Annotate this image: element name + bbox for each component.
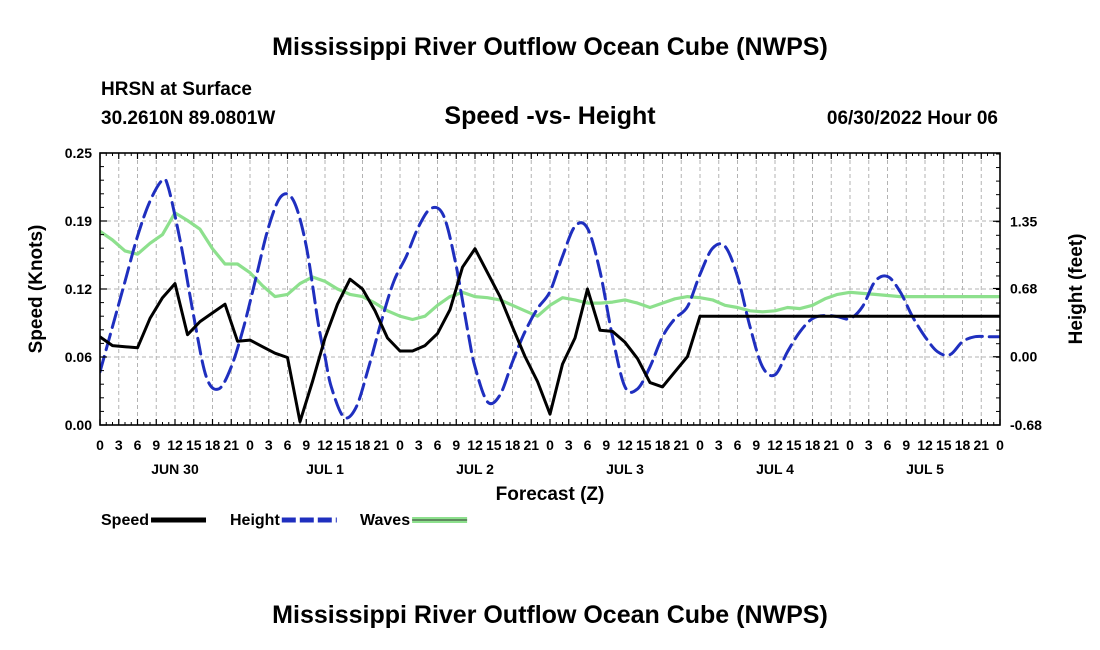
x-tick-label: 15 <box>936 437 952 453</box>
series-waves-line <box>100 211 1000 322</box>
y-left-tick-label: 0.00 <box>65 417 92 433</box>
x-tick-label: 6 <box>134 437 142 453</box>
day-label: JUL 1 <box>306 461 344 477</box>
x-tick-label: 0 <box>396 437 404 453</box>
x-tick-label: 12 <box>467 437 483 453</box>
x-tick-label: 12 <box>617 437 633 453</box>
legend-label-waves: Waves <box>360 512 410 529</box>
y-axis-left-label: Speed (Knots) <box>26 225 47 354</box>
x-tick-label: 3 <box>565 437 573 453</box>
x-tick-label: 15 <box>786 437 802 453</box>
x-tick-label: 6 <box>584 437 592 453</box>
series-layer <box>100 177 1000 424</box>
legend-label-height: Height <box>230 512 280 529</box>
x-tick-label: 18 <box>505 437 521 453</box>
y-left-tick-label: 0.06 <box>65 349 92 365</box>
forecast-datetime: 06/30/2022 Hour 06 <box>827 108 998 129</box>
series-speed-line <box>100 247 1000 424</box>
x-tick-label: 9 <box>152 437 160 453</box>
x-tick-label: 21 <box>223 437 239 453</box>
x-tick-label: 21 <box>973 437 989 453</box>
x-tick-label: 0 <box>696 437 704 453</box>
x-tick-label: 12 <box>317 437 333 453</box>
footer-title: Mississippi River Outflow Ocean Cube (NW… <box>272 601 828 629</box>
y-right-tick-label: 1.35 <box>1010 213 1037 229</box>
x-tick-label: 15 <box>636 437 652 453</box>
x-tick-label: 18 <box>655 437 671 453</box>
y-left-tick-label: 0.25 <box>65 145 92 161</box>
x-tick-label: 15 <box>486 437 502 453</box>
axis-ticks: 0 3 6 9 12 15 18 21 0 3 6 9 12 15 18 21 0 3 6 9 12 15 18 21 0 3 6 9… <box>65 145 1042 477</box>
x-tick-label: 3 <box>115 437 123 453</box>
x-tick-label: 0 <box>546 437 554 453</box>
x-tick-label: 12 <box>767 437 783 453</box>
x-tick-label: 9 <box>452 437 460 453</box>
location-name: HRSN at Surface <box>101 79 252 100</box>
legend: Speed Height Waves <box>101 512 468 529</box>
x-tick-label: 0 <box>846 437 854 453</box>
x-tick-label: 15 <box>186 437 202 453</box>
chart-title: Mississippi River Outflow Ocean Cube (NW… <box>272 33 828 61</box>
x-tick-label: 21 <box>673 437 689 453</box>
x-tick-label: 3 <box>265 437 273 453</box>
x-tick-label: 9 <box>902 437 910 453</box>
x-tick-label: 12 <box>917 437 933 453</box>
x-tick-label: 18 <box>955 437 971 453</box>
day-label: JUL 4 <box>756 461 794 477</box>
x-tick-label: 3 <box>415 437 423 453</box>
y-right-tick-label: -0.68 <box>1010 417 1042 433</box>
x-tick-label: 15 <box>336 437 352 453</box>
x-tick-label: 0 <box>246 437 254 453</box>
x-tick-label: 9 <box>602 437 610 453</box>
y-right-tick-label: 0.00 <box>1010 349 1037 365</box>
chart-subtitle: Speed -vs- Height <box>444 102 656 130</box>
y-left-tick-label: 0.19 <box>65 213 92 229</box>
x-tick-label: 12 <box>167 437 183 453</box>
x-tick-label: 21 <box>523 437 539 453</box>
x-tick-label: 6 <box>884 437 892 453</box>
day-label: JUN 30 <box>151 461 199 477</box>
y-left-tick-label: 0.12 <box>65 281 92 297</box>
x-tick-label: 6 <box>284 437 292 453</box>
day-label: JUL 3 <box>606 461 644 477</box>
x-tick-label: 18 <box>205 437 221 453</box>
x-tick-label: 6 <box>434 437 442 453</box>
day-label: JUL 2 <box>456 461 494 477</box>
x-tick-label: 18 <box>805 437 821 453</box>
y-right-tick-label: 0.68 <box>1010 280 1037 296</box>
x-tick-label: 9 <box>302 437 310 453</box>
grid <box>100 153 1000 425</box>
x-tick-label: 3 <box>715 437 723 453</box>
x-tick-label: 21 <box>823 437 839 453</box>
x-tick-label: 0 <box>996 437 1004 453</box>
x-tick-label: 9 <box>752 437 760 453</box>
y-axis-right-label: Height (feet) <box>1066 234 1087 345</box>
x-tick-label: 0 <box>96 437 104 453</box>
x-tick-label: 6 <box>734 437 742 453</box>
x-tick-label: 18 <box>355 437 371 453</box>
x-axis-label: Forecast (Z) <box>496 484 605 505</box>
location-coords: 30.2610N 89.0801W <box>101 108 275 129</box>
x-tick-label: 21 <box>373 437 389 453</box>
series-height-line <box>100 177 1000 420</box>
x-tick-label: 3 <box>865 437 873 453</box>
legend-label-speed: Speed <box>101 512 149 529</box>
day-label: JUL 5 <box>906 461 944 477</box>
